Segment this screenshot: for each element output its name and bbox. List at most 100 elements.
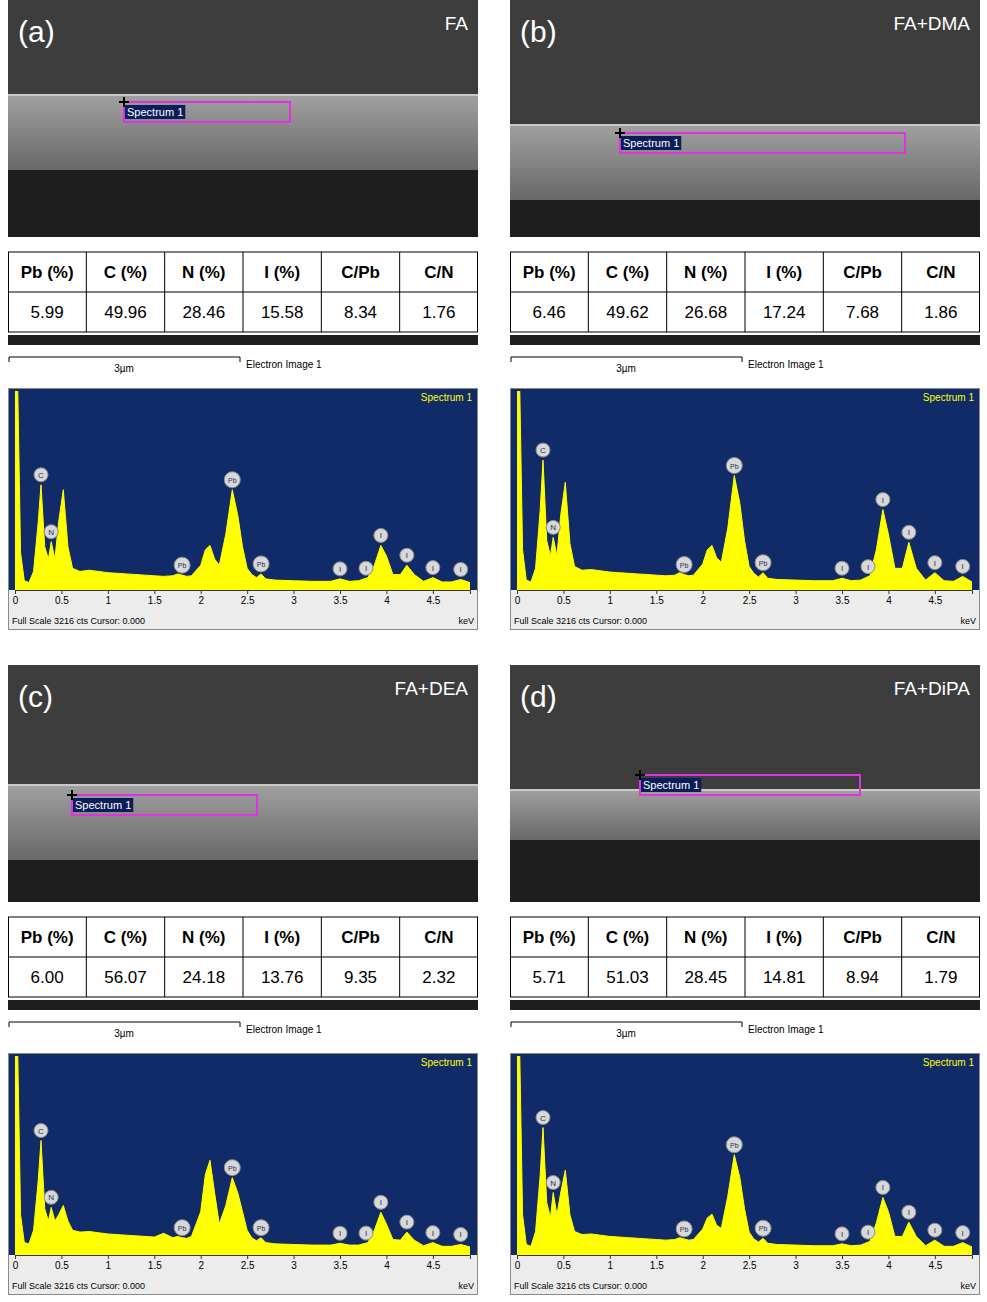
peak-label-bg (224, 472, 240, 488)
peak-label-text: N (48, 1193, 54, 1202)
tick-mark (108, 1255, 109, 1259)
axis-line (518, 1256, 973, 1260)
table-cell: 14.81 (763, 968, 806, 987)
tick-mark (61, 590, 62, 594)
table-rule (164, 252, 165, 332)
tick-label: 1 (106, 595, 112, 606)
tick: 0 (515, 590, 521, 606)
peak-label-bg (928, 556, 942, 570)
table-rule (901, 252, 902, 332)
table-cell: 1.79 (924, 968, 957, 987)
peak-label-text: C (38, 1127, 44, 1136)
peak-label-bg (876, 493, 890, 507)
film-edge (510, 124, 980, 126)
peak-label-bg (174, 1220, 190, 1236)
panel-letter: (c) (18, 680, 53, 713)
chart-title: Spectrum 1 (421, 392, 473, 403)
x-axis: 00.511.522.533.544.5 (13, 590, 471, 606)
table-header: N (%) (182, 263, 225, 282)
tick: 0 (13, 590, 19, 606)
spectrum-box-label: Spectrum 1 (127, 106, 183, 118)
scale-bar (511, 357, 742, 362)
marks (15, 1056, 470, 1255)
table-cell: 8.34 (344, 303, 377, 322)
peak-label-bg (454, 562, 468, 576)
chart-subtitle: Full Scale 3216 cts Cursor: 0.000 (12, 1281, 145, 1291)
film-layer (510, 125, 980, 200)
tick: 1 (106, 590, 112, 606)
table-header: C (%) (606, 263, 649, 282)
peak-label: Pb (253, 556, 269, 572)
table-cell: 51.03 (606, 968, 649, 987)
tick: 3.5 (836, 590, 850, 606)
peak-label-text: Pb (178, 562, 187, 569)
x-axis: 00.511.522.533.544.5 (13, 1255, 471, 1271)
table-header: I (%) (766, 263, 802, 282)
spectrum-frame (511, 1054, 980, 1295)
peak-label: Pb (755, 1220, 771, 1236)
tick: 1.5 (148, 1255, 162, 1271)
scale-bar-label: 3µm (114, 363, 134, 374)
tick-label: 0.5 (55, 1260, 69, 1271)
marks (517, 1056, 972, 1255)
peak-label: C (536, 1111, 550, 1125)
peak-label-text: C (38, 471, 44, 480)
tick-mark (108, 590, 109, 594)
tick-label: 2.5 (743, 1260, 757, 1271)
tick-mark (517, 1255, 518, 1259)
peak-label: I (835, 1227, 849, 1241)
crosshair (119, 97, 129, 107)
panel-letter: (a) (18, 15, 55, 48)
tick-mark (517, 590, 518, 594)
peak-label-text: Pb (228, 477, 237, 484)
tick: 2.5 (743, 1255, 757, 1271)
peak-label-bg (726, 458, 742, 474)
tick-mark (386, 1255, 387, 1259)
tick-label: 4 (886, 1260, 892, 1271)
peak-label: Pb (755, 555, 771, 571)
table-header: Pb (%) (523, 928, 576, 947)
peak-label: C (536, 443, 550, 457)
peak-label-text: I (867, 563, 869, 572)
tick-mark (294, 590, 295, 594)
x-axis-title: keV (960, 616, 976, 626)
peak-label: Pb (676, 557, 692, 573)
image-label: Electron Image 1 (748, 359, 824, 370)
peak-label-text: I (365, 564, 367, 573)
x-axis: 00.511.522.533.544.5 (515, 590, 973, 606)
film-layer (8, 95, 478, 170)
tick-label: 1.5 (650, 595, 664, 606)
peak-label-text: Pb (759, 560, 768, 567)
tick: 1 (608, 1255, 614, 1271)
x-axis-title: keV (458, 1281, 474, 1291)
table-header: N (%) (182, 928, 225, 947)
tick: 4.5 (928, 590, 942, 606)
substrate (510, 840, 980, 1010)
peak-label-text: N (550, 1179, 556, 1188)
tick: 0 (515, 1255, 521, 1271)
tick-label: 3.5 (836, 1260, 850, 1271)
plot-bg (8, 388, 478, 590)
peak-label: I (426, 561, 440, 575)
sem-image (510, 0, 980, 345)
image-label: Electron Image 1 (246, 359, 322, 370)
table-cell: 28.46 (183, 303, 226, 322)
tick-label: 2.5 (241, 595, 255, 606)
tick-mark (154, 1255, 155, 1259)
peak-label: I (400, 1215, 414, 1229)
table-cell: 13.76 (261, 968, 304, 987)
peak-label-text: Pb (257, 1225, 266, 1232)
tick-mark (703, 1255, 704, 1259)
tick: 0.5 (557, 1255, 571, 1271)
peak-label: N (546, 520, 560, 534)
tick: 1.5 (148, 590, 162, 606)
tick-label: 4 (384, 595, 390, 606)
table-bg (510, 902, 980, 1000)
peak-label-bg (928, 1223, 942, 1237)
film-edge (8, 94, 478, 96)
spectrum: 00.511.522.533.544.5CNPbPbPbIIIIIISpectr… (8, 1053, 478, 1295)
peak-label: Pb (224, 472, 240, 488)
spectrum-box-label-bg (125, 105, 185, 119)
peak-label-text: Pb (730, 1142, 739, 1149)
peak-label: N (44, 525, 58, 539)
